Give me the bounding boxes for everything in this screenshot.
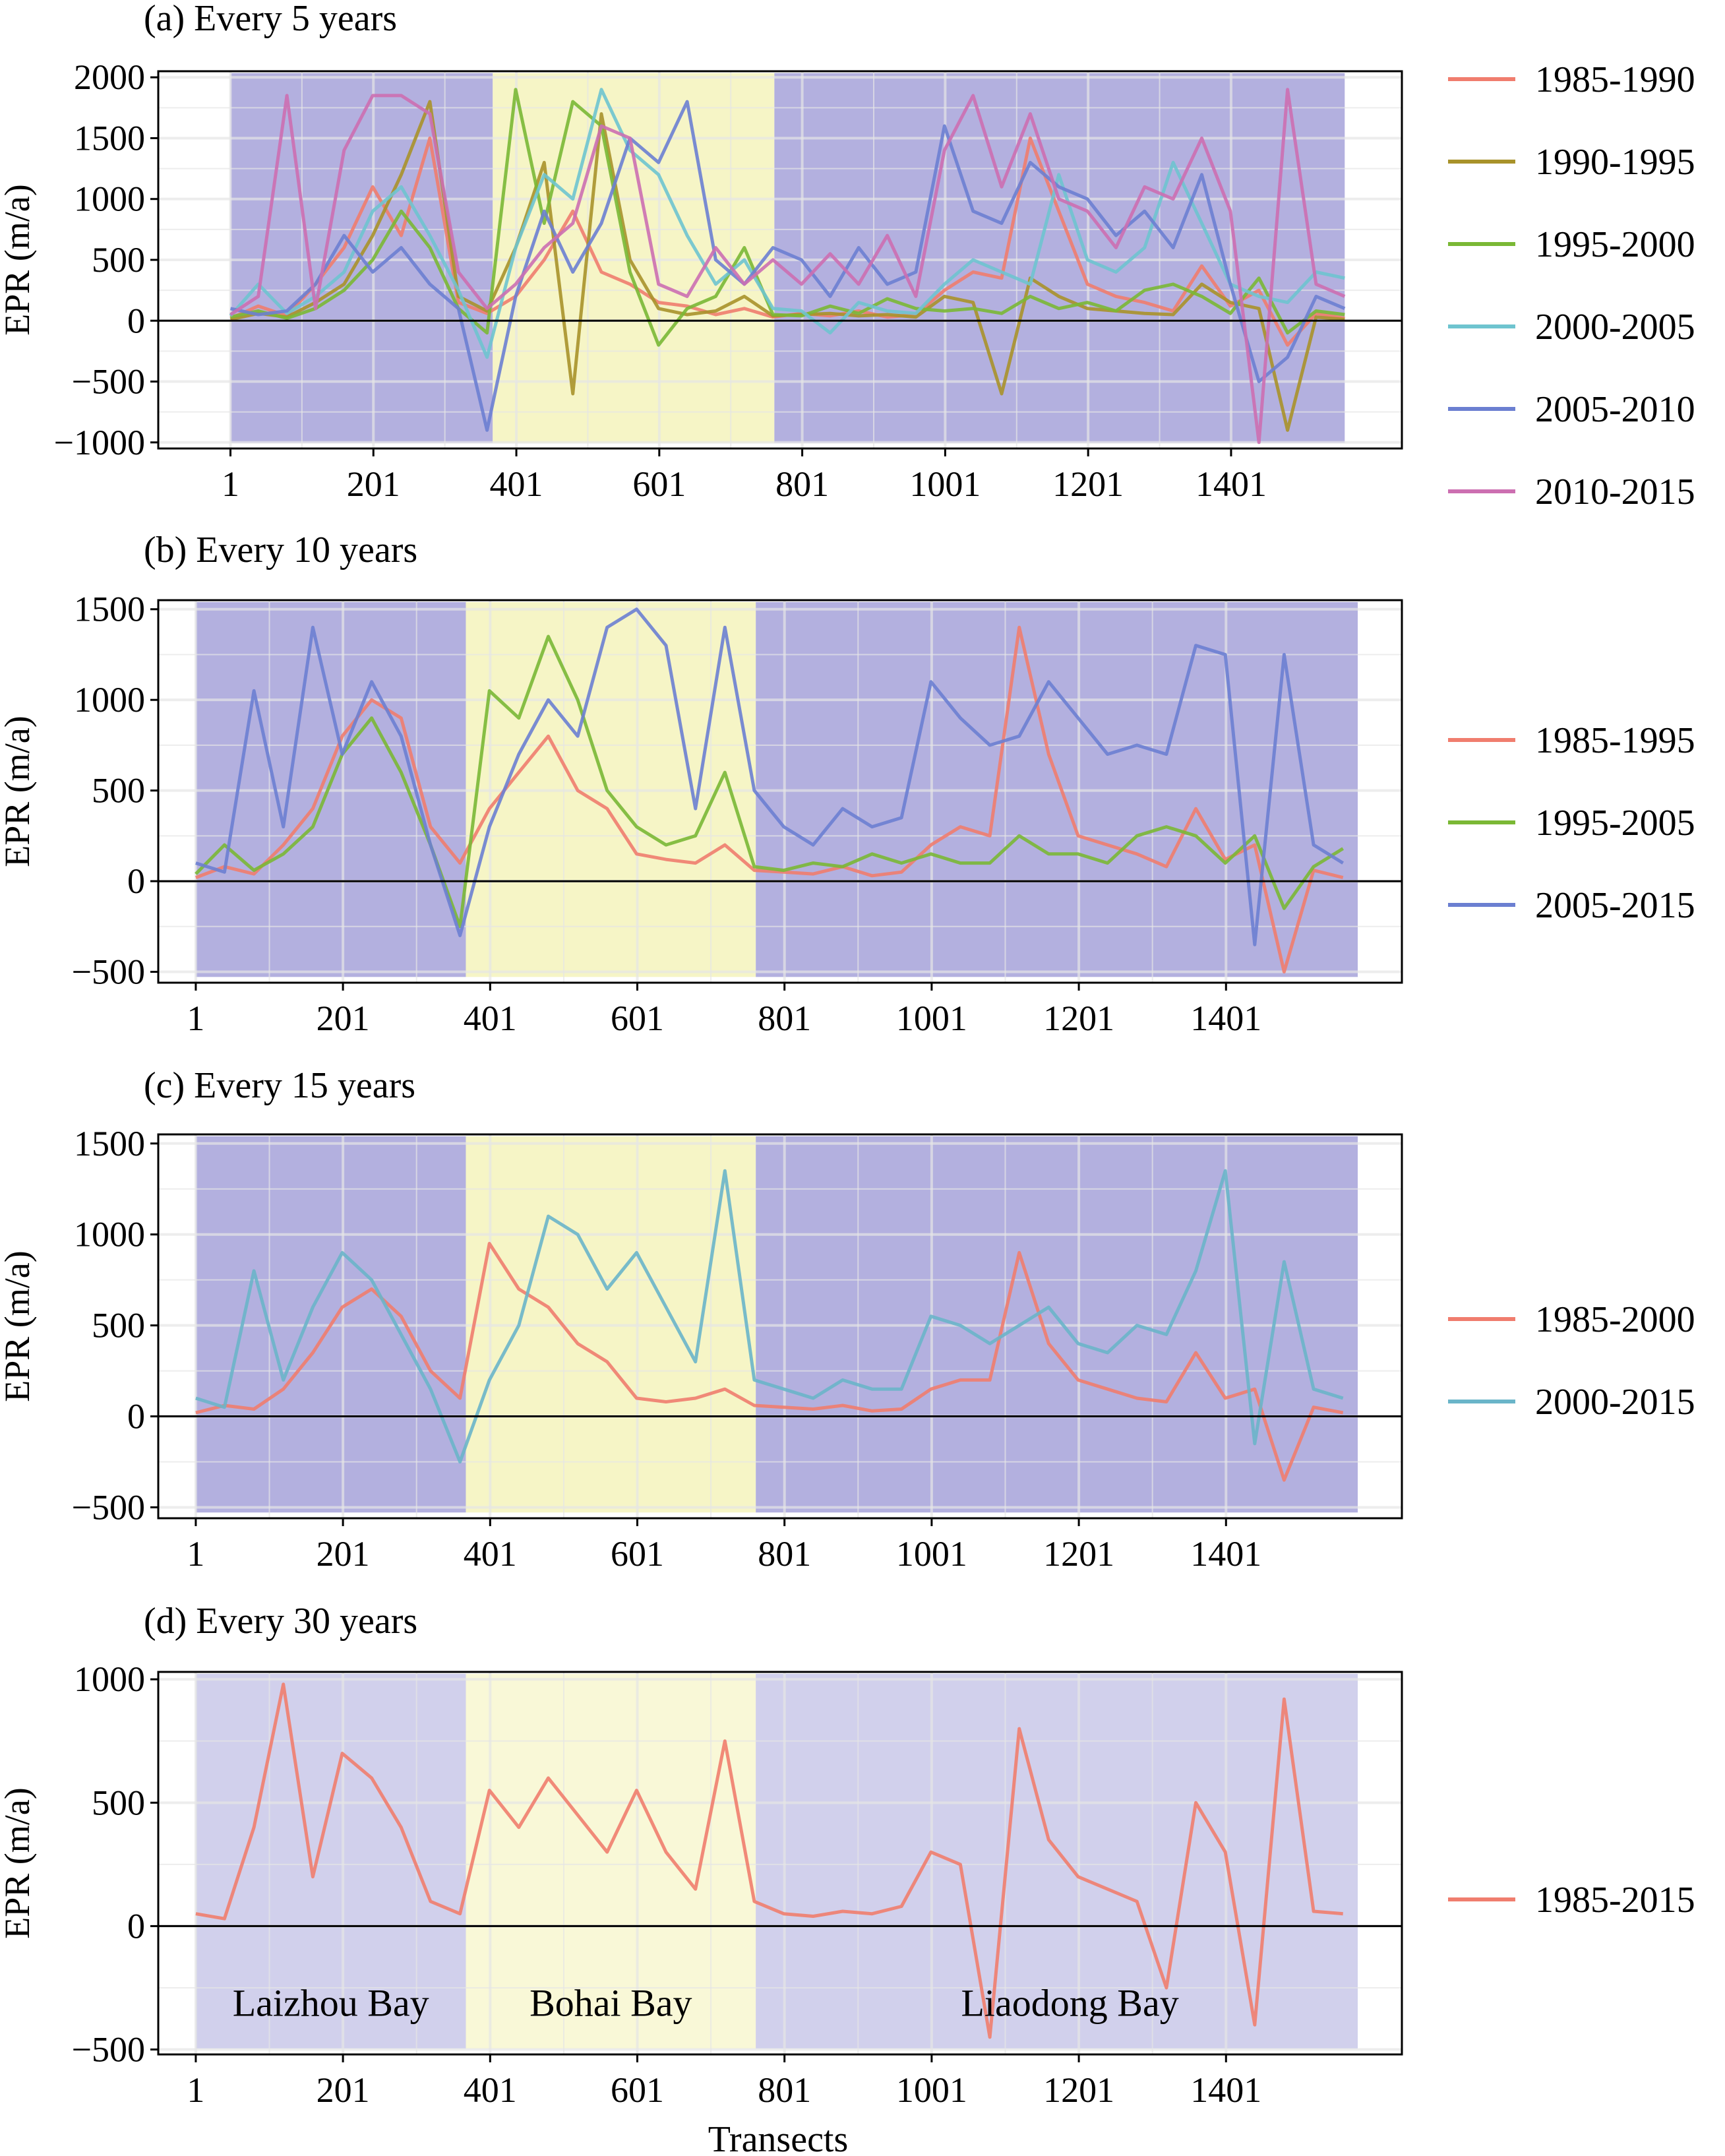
x-tick-label: 1 [187, 999, 204, 1038]
series-line-2005-2010 [229, 100, 1346, 432]
x-tick-label: 1201 [1043, 999, 1114, 1038]
series-line-2000-2005 [229, 88, 1345, 359]
y-tick-label: 1500 [74, 590, 145, 629]
x-tick-label: 801 [758, 999, 811, 1038]
legend-label: 2000-2005 [1535, 307, 1695, 348]
x-tick-label: 201 [317, 2070, 370, 2110]
region-label: Bohai Bay [530, 1981, 692, 2024]
y-tick-label: −500 [72, 1487, 145, 1527]
x-tick-label: 601 [611, 1534, 664, 1574]
legend-label: 1990-1995 [1535, 142, 1695, 183]
series-line-2010-2015 [229, 88, 1346, 445]
y-tick-label: 0 [127, 1906, 145, 1946]
y-tick-label: 500 [92, 1783, 145, 1822]
y-tick-label: 500 [92, 240, 145, 280]
legend-label: 2010-2015 [1535, 472, 1695, 512]
y-tick-label: 1000 [74, 1659, 145, 1699]
y-tick-label: −1000 [54, 423, 145, 462]
legend: 1985-2015 [1448, 1880, 1695, 1921]
legend-label: 1995-2000 [1535, 224, 1695, 265]
y-axis-label: EPR (m/a) [0, 1787, 37, 1938]
series-line-1995-2000 [229, 88, 1345, 347]
x-tick-label: 801 [758, 2070, 811, 2110]
y-tick-label: 2000 [74, 57, 145, 97]
x-tick-label: 201 [317, 999, 370, 1038]
y-tick-label: −500 [72, 2030, 145, 2070]
region-label: Laizhou Bay [233, 1981, 429, 2024]
y-axis-label: EPR (m/a) [0, 1250, 37, 1401]
legend-label: 1985-1990 [1535, 59, 1695, 100]
legend: 1985-2000 2000-2015 [1448, 1299, 1695, 1423]
legend-label: 2005-2015 [1535, 885, 1695, 926]
x-tick-label: 1001 [896, 2070, 967, 2110]
legend: 1985-1995 1995-2005 2005-2015 [1448, 720, 1695, 926]
panel-1: (a) Every 5 years −1000 −500 0 500 1000 1500 20… [0, 0, 1695, 512]
x-tick-label: 1201 [1043, 2070, 1114, 2110]
x-tick-label: 1001 [909, 464, 981, 504]
x-tick-label: 401 [464, 2070, 517, 2110]
x-tick-label: 801 [758, 1534, 811, 1574]
y-axis-label: EPR (m/a) [0, 716, 37, 867]
series-line-1995-2005 [195, 634, 1345, 929]
x-tick-label: 401 [490, 464, 543, 504]
panel-title: (b) Every 10 years [144, 530, 417, 570]
legend-label: 1985-2000 [1535, 1299, 1695, 1340]
y-tick-label: 1000 [74, 1215, 145, 1254]
x-tick-label: 601 [611, 2070, 664, 2110]
series-line-2005-2015 [195, 607, 1345, 946]
x-tick-label: 401 [464, 999, 517, 1038]
panel-title: (d) Every 30 years [144, 1601, 417, 1642]
x-tick-label: 801 [775, 464, 829, 504]
y-tick-label: −500 [72, 362, 145, 402]
x-tick-label: 1401 [1195, 464, 1267, 504]
x-tick-label: 601 [632, 464, 686, 504]
panel-title: (a) Every 5 years [144, 0, 397, 39]
legend-label: 1995-2005 [1535, 803, 1695, 844]
liaodong-bay-region [774, 73, 1345, 443]
x-tick-label: 1401 [1190, 1534, 1261, 1574]
x-tick-label: 1001 [896, 999, 967, 1038]
series-line-1985-2015 [195, 1682, 1343, 2039]
y-tick-label: 0 [127, 1397, 145, 1436]
legend: 1985-1990 1990-1995 1995-2000 2000-2005 2005… [1448, 59, 1695, 512]
x-tick-label: 201 [317, 1534, 370, 1574]
legend-label: 2005-2010 [1535, 389, 1695, 430]
y-tick-label: 1500 [74, 1124, 145, 1163]
y-tick-label: 1500 [74, 118, 145, 158]
x-tick-label: 1 [187, 2070, 204, 2110]
bohai-bay-region [466, 1673, 756, 2049]
x-tick-label: 601 [611, 999, 664, 1038]
plot-frame [157, 1671, 1403, 2056]
legend-label: 2000-2015 [1535, 1382, 1695, 1423]
series-line-1985-2000 [195, 1242, 1344, 1482]
y-tick-label: 500 [92, 1306, 145, 1345]
y-tick-label: 1000 [74, 179, 145, 219]
x-tick-label: 1 [222, 464, 239, 504]
series-line-2000-2015 [195, 1169, 1344, 1463]
x-tick-label: 401 [464, 1534, 517, 1574]
y-axis-label: EPR (m/a) [0, 184, 37, 335]
x-tick-label: 1201 [1043, 1534, 1114, 1574]
y-tick-label: 500 [92, 771, 145, 811]
y-tick-label: 1000 [74, 680, 145, 720]
x-tick-label: 1401 [1190, 2070, 1261, 2110]
panel-title: (c) Every 15 years [144, 1065, 415, 1106]
x-tick-label: 201 [347, 464, 400, 504]
y-tick-label: 0 [127, 861, 145, 901]
region-label: Liaodong Bay [961, 1981, 1178, 2024]
y-tick-label: 0 [127, 301, 145, 340]
legend-label: 1985-2015 [1535, 1880, 1695, 1921]
x-tick-label: 1 [187, 1534, 204, 1574]
x-axis-title: Transects [708, 2119, 849, 2156]
legend-label: 1985-1995 [1535, 720, 1695, 761]
y-tick-label: −500 [72, 952, 145, 992]
x-tick-label: 1401 [1190, 999, 1261, 1038]
x-tick-label: 1001 [896, 1534, 967, 1574]
x-tick-label: 1201 [1052, 464, 1124, 504]
laizhou-bay-region [195, 1673, 466, 2049]
